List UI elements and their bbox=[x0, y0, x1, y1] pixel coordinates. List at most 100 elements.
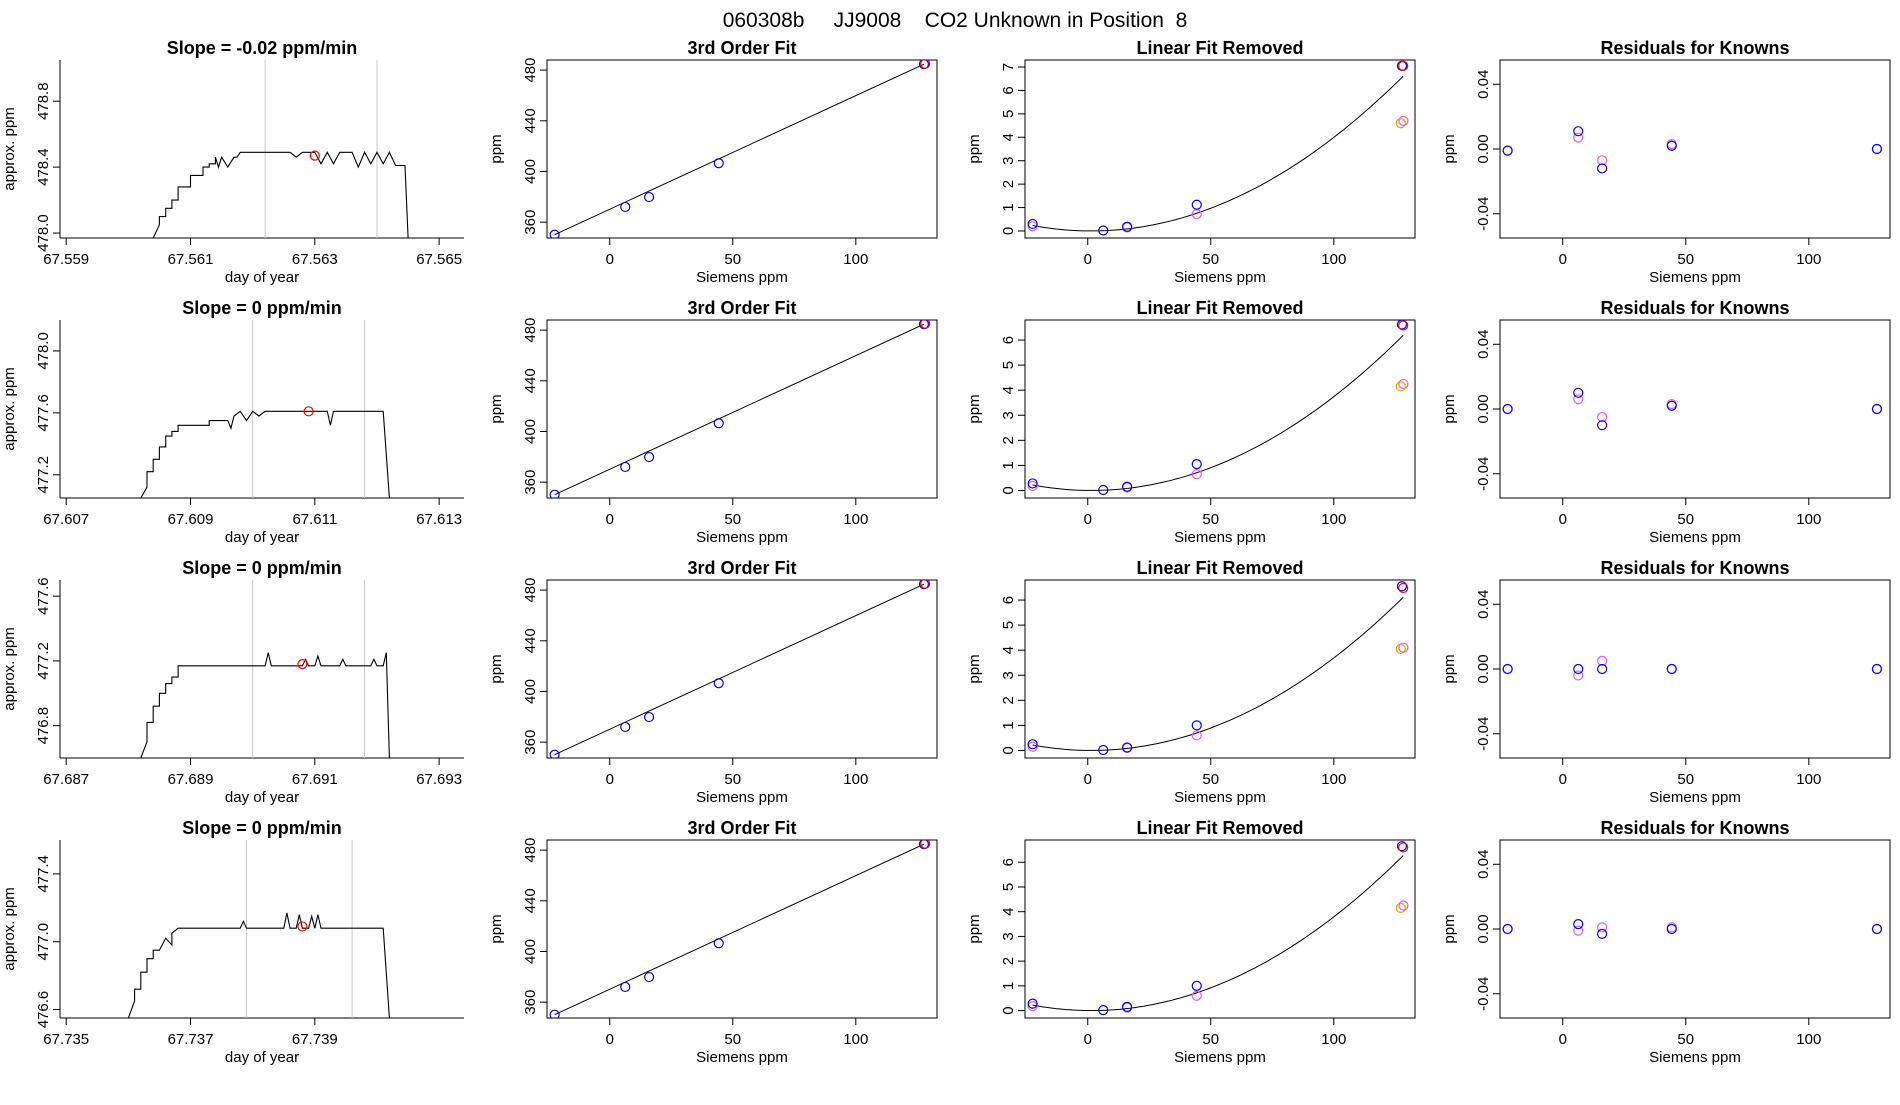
chart-4-1-y-tick-label: 477.4 bbox=[35, 855, 52, 893]
chart-1-2-plot-area bbox=[549, 60, 931, 238]
chart-3-2-point-blue bbox=[713, 678, 724, 689]
chart-4-2-x-tick-label: 100 bbox=[843, 1031, 868, 1048]
chart-1-2-x-tick-label: 0 bbox=[606, 251, 614, 268]
chart-3-2-x-tick-label: 50 bbox=[724, 771, 741, 788]
chart-1-4-point-blue bbox=[1502, 145, 1513, 156]
chart-4-3-point-red bbox=[1398, 842, 1409, 853]
chart-2-2-title: 3rd Order Fit bbox=[687, 298, 796, 318]
chart-3-1-x-tick-label: 67.691 bbox=[292, 771, 338, 788]
chart-4-3-y-tick-label: 0 bbox=[1000, 1006, 1017, 1014]
chart-2-3-y-tick-label: 0 bbox=[1000, 486, 1017, 494]
chart-3-2-y-tick-label: 480 bbox=[522, 578, 539, 603]
chart-3-1-y-label: approx. ppm bbox=[1, 627, 18, 710]
chart-3-1-y-tick-label: 477.6 bbox=[35, 577, 52, 615]
chart-3-1-title: Slope = 0 ppm/min bbox=[182, 558, 342, 578]
chart-2-3-y-tick-label: 3 bbox=[1000, 411, 1017, 419]
chart-2-4-point-blue bbox=[1871, 403, 1883, 415]
chart-3-3-plot-frame bbox=[1024, 579, 1416, 759]
chart-1-3-y-tick-label: 4 bbox=[1000, 133, 1017, 141]
chart-3-4-y-tick-label: 0.00 bbox=[1475, 654, 1492, 683]
chart-4-1-x-label: day of year bbox=[225, 1049, 299, 1066]
chart-3-3-y-tick-label: 3 bbox=[1000, 671, 1017, 679]
chart-4-4-x-label: Siemens ppm bbox=[1649, 1049, 1741, 1066]
chart-4-4-y-tick-label: -0.04 bbox=[1475, 977, 1492, 1011]
chart-2-3-point-blue bbox=[1098, 484, 1109, 496]
chart-4-1-title: Slope = 0 ppm/min bbox=[182, 818, 342, 838]
chart-1-3-y-tick-label: 2 bbox=[1000, 180, 1017, 188]
chart-3-3-y-tick-label: 2 bbox=[1000, 696, 1017, 704]
chart-1-4-x-tick-label: 50 bbox=[1677, 251, 1694, 268]
chart-3-4-point-blue bbox=[1597, 663, 1608, 675]
chart-4-4-y-tick-label: 0.04 bbox=[1475, 850, 1492, 879]
chart-4-1: Slope = 0 ppm/min 67.735 67.737 67.739 476.6… bbox=[1, 818, 464, 1066]
chart-1-4-y-tick-label: 0.00 bbox=[1475, 134, 1492, 163]
chart-3-4-x-label: Siemens ppm bbox=[1649, 789, 1741, 806]
chart-3-3-y-tick-label: 5 bbox=[1000, 621, 1017, 629]
chart-3-3-y-label: ppm bbox=[966, 654, 983, 683]
chart-1-2-x-tick-label: 50 bbox=[724, 251, 741, 268]
chart-2-1-x-tick-label: 67.613 bbox=[416, 511, 462, 528]
chart-3-4-point-blue bbox=[1666, 663, 1677, 675]
chart-4-2-x-tick-label: 0 bbox=[606, 1031, 614, 1048]
chart-1-3-y-tick-label: 0 bbox=[1000, 227, 1017, 235]
chart-1-2-x-tick-label: 100 bbox=[843, 251, 868, 268]
chart-3-3-point-blue bbox=[1098, 744, 1109, 756]
chart-4-3-point-orange bbox=[1395, 902, 1406, 914]
chart-4-4-point-blue bbox=[1871, 923, 1883, 935]
chart-4-1-y-label: approx. ppm bbox=[1, 887, 18, 970]
chart-4-3-plot-frame bbox=[1024, 839, 1416, 1019]
chart-3-3-point-blue bbox=[1122, 742, 1133, 753]
chart-1-3-x-tick-label: 0 bbox=[1084, 251, 1092, 268]
chart-2-4-y-tick-label: 0.04 bbox=[1475, 330, 1492, 359]
chart-3-2-plot-area bbox=[549, 580, 931, 758]
chart-1-3-y-tick-label: 7 bbox=[1000, 63, 1017, 71]
chart-4-4-title: Residuals for Knowns bbox=[1600, 818, 1789, 838]
chart-1-1-series-line bbox=[152, 151, 409, 238]
chart-2-4-plot-frame bbox=[1499, 319, 1891, 499]
chart-1-4-x-tick-label: 0 bbox=[1559, 251, 1567, 268]
chart-1-3: Linear Fit Removed 0 50 100 0 1 2 3 4 5 6 7 Siemens … bbox=[966, 38, 1416, 286]
chart-2-4-title: Residuals for Knowns bbox=[1600, 298, 1789, 318]
chart-2-2-y-tick-label: 360 bbox=[522, 470, 539, 495]
chart-1-1-x-tick-label: 67.565 bbox=[416, 251, 462, 268]
chart-1-1-y-tick-label: 478.0 bbox=[35, 214, 52, 252]
chart-1-1-y-label: approx. ppm bbox=[1, 107, 18, 190]
chart-2-1-y-tick-label: 477.2 bbox=[35, 456, 52, 494]
chart-4-3-point-blue bbox=[1396, 841, 1408, 852]
chart-1-4-point-blue bbox=[1573, 126, 1584, 137]
chart-1-3-plot-area bbox=[1027, 60, 1409, 236]
chart-2-1-plot-area bbox=[140, 320, 390, 498]
chart-2-2-y-tick-label: 400 bbox=[522, 419, 539, 444]
chart-3-3-point-red bbox=[1398, 582, 1409, 594]
chart-4-4-plot-frame bbox=[1499, 839, 1891, 1019]
chart-2-4-point-magenta bbox=[1597, 411, 1608, 423]
chart-1-3-y-tick-label: 6 bbox=[1000, 86, 1017, 94]
chart-4-2-y-tick-label: 360 bbox=[522, 990, 539, 1015]
chart-3-3-x-label: Siemens ppm bbox=[1174, 789, 1266, 806]
chart-2-3-point-blue bbox=[1027, 478, 1038, 489]
chart-1-2-y-tick-label: 480 bbox=[522, 58, 539, 83]
chart-3-2: 3rd Order Fit 0 50 100 360 400 440 480 Siemens p… bbox=[488, 558, 938, 806]
chart-2-3-point-blue bbox=[1396, 320, 1408, 330]
chart-2-2-point-blue bbox=[713, 418, 724, 429]
chart-3-3-title: Linear Fit Removed bbox=[1136, 558, 1303, 578]
chart-3-1-x-tick-label: 67.687 bbox=[43, 771, 89, 788]
chart-2-4-point-blue bbox=[1502, 403, 1513, 415]
chart-1-4-plot-frame bbox=[1499, 59, 1891, 239]
chart-1-1-x-tick-label: 67.559 bbox=[43, 251, 89, 268]
chart-4-3-point-blue bbox=[1098, 1004, 1109, 1016]
chart-1-4-point-blue bbox=[1871, 143, 1883, 155]
chart-1-4-y-tick-label: -0.04 bbox=[1475, 197, 1492, 231]
chart-1-4: Residuals for Knowns 0 50 100 -0.04 0.00 0.04 S… bbox=[1441, 38, 1891, 286]
chart-1-3-plot-frame bbox=[1024, 59, 1416, 239]
chart-2-2-x-label: Siemens ppm bbox=[696, 529, 788, 546]
chart-4-1-x-tick-label: 67.739 bbox=[292, 1031, 338, 1048]
chart-4-2-y-label: ppm bbox=[488, 914, 505, 943]
chart-1-2-point-red bbox=[920, 60, 931, 69]
chart-1-1-title: Slope = -0.02 ppm/min bbox=[167, 38, 358, 58]
chart-2-3-plot-frame bbox=[1024, 319, 1416, 499]
chart-3-4-x-tick-label: 0 bbox=[1559, 771, 1567, 788]
chart-1-4-title: Residuals for Knowns bbox=[1600, 38, 1789, 58]
